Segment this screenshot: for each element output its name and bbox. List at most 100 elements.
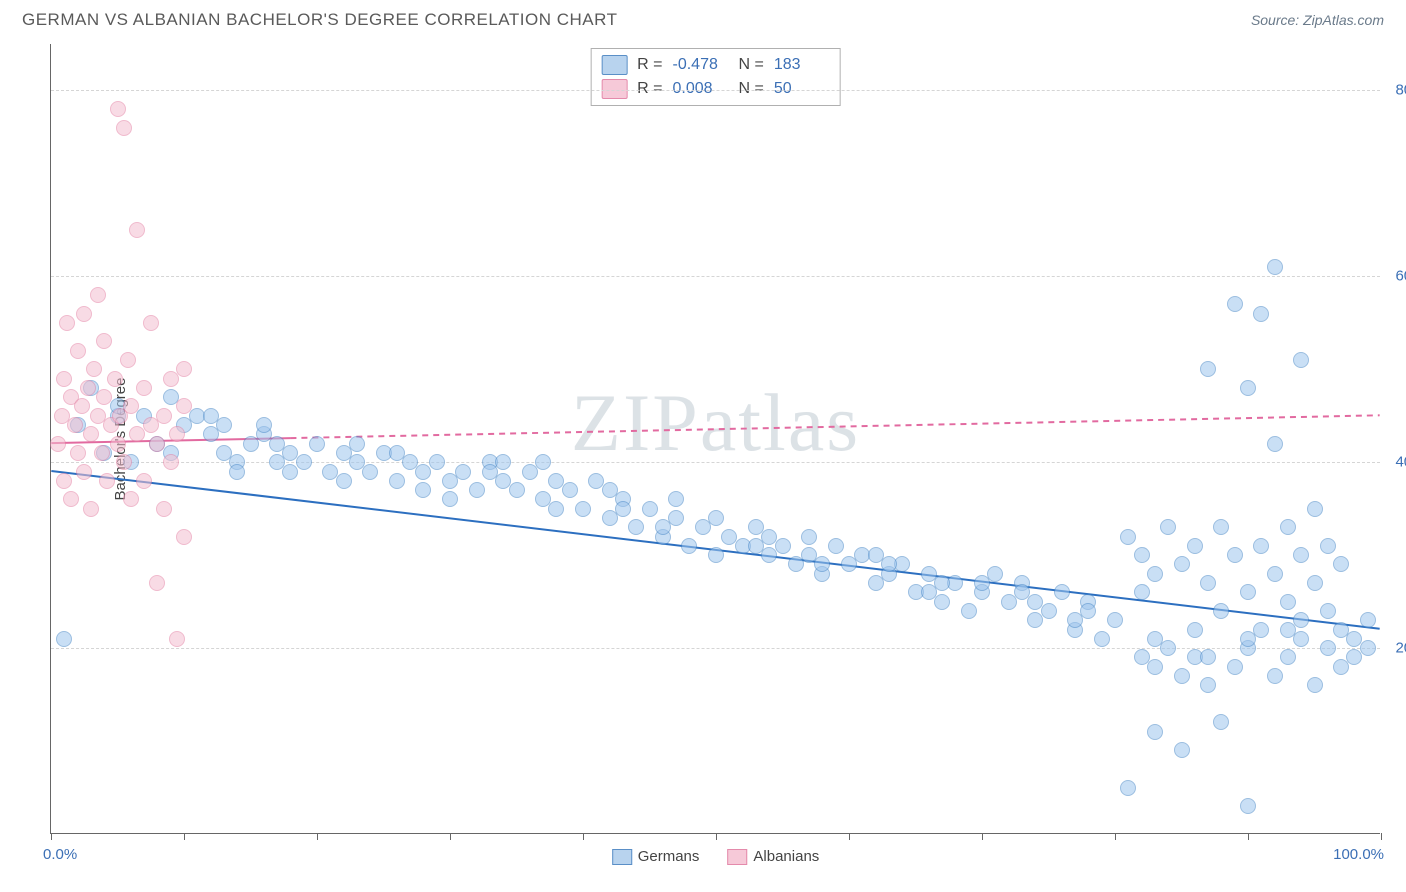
y-tick-label: 80.0% xyxy=(1395,82,1406,99)
data-point xyxy=(74,398,90,414)
data-point xyxy=(509,482,525,498)
data-point xyxy=(309,436,325,452)
source-label: Source: ZipAtlas.com xyxy=(1251,12,1384,28)
legend-row: R =0.008N =50 xyxy=(601,77,830,101)
data-point xyxy=(881,556,897,572)
data-point xyxy=(59,315,75,331)
data-point xyxy=(1174,668,1190,684)
x-tick xyxy=(849,833,850,840)
gridline xyxy=(51,648,1380,649)
data-point xyxy=(1267,668,1283,684)
data-point xyxy=(110,436,126,452)
gridline xyxy=(51,276,1380,277)
data-point xyxy=(70,343,86,359)
data-point xyxy=(123,398,139,414)
data-point xyxy=(1280,594,1296,610)
data-point xyxy=(495,454,511,470)
data-point xyxy=(70,445,86,461)
data-point xyxy=(99,473,115,489)
legend-r-label: R = xyxy=(637,80,662,98)
data-point xyxy=(116,120,132,136)
data-point xyxy=(681,538,697,554)
data-point xyxy=(708,510,724,526)
data-point xyxy=(163,454,179,470)
data-point xyxy=(216,417,232,433)
data-point xyxy=(1253,306,1269,322)
data-point xyxy=(1147,566,1163,582)
data-point xyxy=(1147,659,1163,675)
legend-n-label: N = xyxy=(739,80,764,98)
data-point xyxy=(1027,594,1043,610)
data-point xyxy=(1267,566,1283,582)
data-point xyxy=(1213,603,1229,619)
data-point xyxy=(349,436,365,452)
data-point xyxy=(123,491,139,507)
legend-r-value: 0.008 xyxy=(673,80,729,98)
data-point xyxy=(56,631,72,647)
y-tick-label: 60.0% xyxy=(1395,268,1406,285)
data-point xyxy=(1213,519,1229,535)
data-point xyxy=(1360,640,1376,656)
data-point xyxy=(282,464,298,480)
data-point xyxy=(129,222,145,238)
data-point xyxy=(801,529,817,545)
data-point xyxy=(136,380,152,396)
gridline xyxy=(51,90,1380,91)
data-point xyxy=(628,519,644,535)
data-point xyxy=(655,519,671,535)
data-point xyxy=(1014,584,1030,600)
x-tick xyxy=(1248,833,1249,840)
data-point xyxy=(269,454,285,470)
data-point xyxy=(1267,259,1283,275)
legend-n-label: N = xyxy=(739,56,764,74)
data-point xyxy=(169,631,185,647)
data-point xyxy=(974,575,990,591)
data-point xyxy=(575,501,591,517)
legend-n-value: 183 xyxy=(774,56,830,74)
data-point xyxy=(50,436,66,452)
data-point xyxy=(1307,677,1323,693)
data-point xyxy=(761,529,777,545)
data-point xyxy=(615,501,631,517)
data-point xyxy=(1200,361,1216,377)
data-point xyxy=(1240,380,1256,396)
data-point xyxy=(1240,584,1256,600)
legend-row: R =-0.478N =183 xyxy=(601,53,830,77)
data-point xyxy=(1280,649,1296,665)
data-point xyxy=(176,361,192,377)
legend-r-value: -0.478 xyxy=(673,56,729,74)
data-point xyxy=(90,287,106,303)
data-point xyxy=(1200,649,1216,665)
data-point xyxy=(1080,603,1096,619)
correlation-legend: R =-0.478N =183R =0.008N =50 xyxy=(590,48,841,106)
data-point xyxy=(176,529,192,545)
data-point xyxy=(1253,538,1269,554)
data-point xyxy=(1213,714,1229,730)
data-point xyxy=(1307,575,1323,591)
data-point xyxy=(216,445,232,461)
gridline xyxy=(51,462,1380,463)
data-point xyxy=(96,389,112,405)
data-point xyxy=(80,380,96,396)
data-point xyxy=(169,426,185,442)
data-point xyxy=(156,501,172,517)
series-legend: GermansAlbanians xyxy=(612,848,820,865)
data-point xyxy=(1107,612,1123,628)
data-point xyxy=(562,482,578,498)
data-point xyxy=(149,436,165,452)
data-point xyxy=(668,491,684,507)
data-point xyxy=(602,482,618,498)
x-tick xyxy=(317,833,318,840)
data-point xyxy=(1094,631,1110,647)
legend-swatch xyxy=(612,849,632,865)
data-point xyxy=(83,501,99,517)
data-point xyxy=(1147,631,1163,647)
data-point xyxy=(156,408,172,424)
data-point xyxy=(1227,547,1243,563)
data-point xyxy=(535,454,551,470)
data-point xyxy=(1320,603,1336,619)
data-point xyxy=(828,538,844,554)
data-point xyxy=(110,101,126,117)
data-point xyxy=(934,594,950,610)
data-point xyxy=(83,426,99,442)
